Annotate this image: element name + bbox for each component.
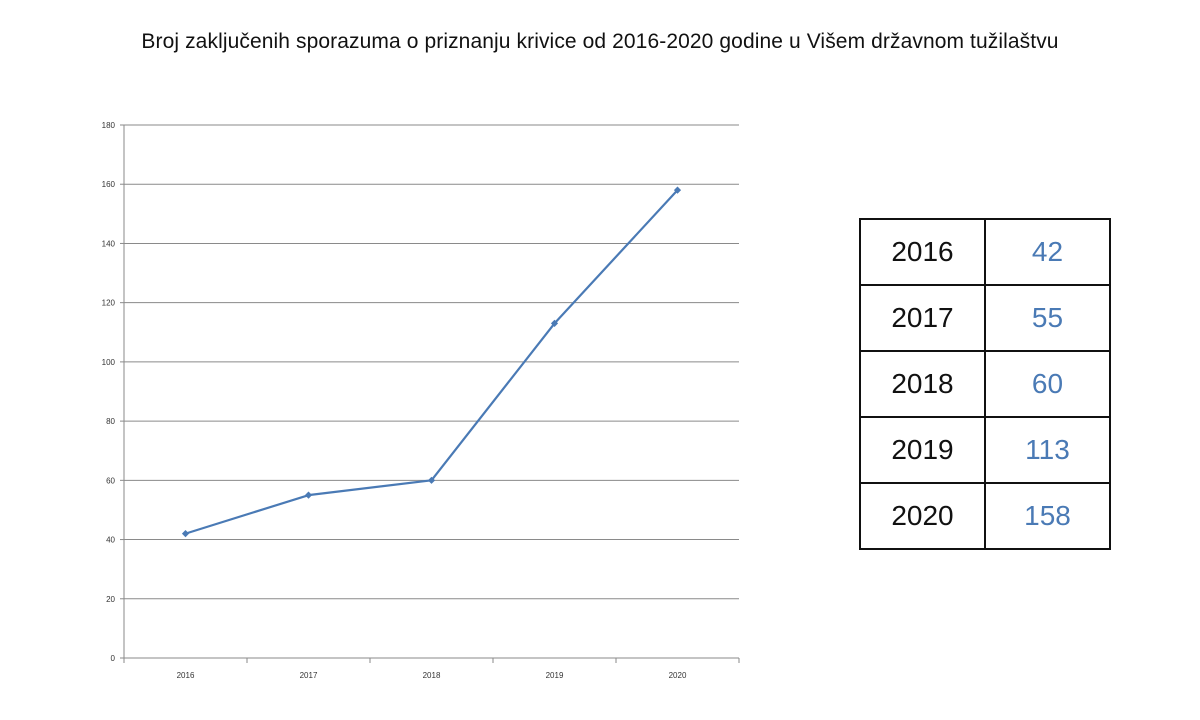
x-tick-label: 2017 (300, 671, 318, 680)
data-table: 2016 42 2017 55 2018 60 2019 113 2020 158 (859, 218, 1111, 550)
data-point (550, 319, 559, 327)
x-tick-label: 2016 (177, 671, 195, 680)
data-point (181, 530, 190, 538)
table-year-cell: 2018 (859, 350, 986, 418)
table-value-cell: 60 (984, 350, 1111, 418)
table-value-cell: 55 (984, 284, 1111, 352)
table-year-cell: 2019 (859, 416, 986, 484)
table-year-cell: 2017 (859, 284, 986, 352)
table-value-cell: 113 (984, 416, 1111, 484)
data-point (673, 186, 682, 194)
table-row: 2020 158 (859, 482, 1111, 550)
table-value-cell: 42 (984, 218, 1111, 286)
table-row: 2018 60 (859, 350, 1111, 418)
line-chart: 0 20 40 60 80 100 120 140 160 180 2016 2017 2018 2019… (102, 121, 740, 680)
y-tick-label: 100 (102, 358, 116, 367)
x-tick-label: 2020 (669, 671, 687, 680)
y-tick-label: 40 (106, 536, 115, 545)
data-point (427, 476, 436, 484)
y-tick-label: 60 (106, 476, 115, 485)
table-row: 2016 42 (859, 218, 1111, 286)
table-year-cell: 2016 (859, 218, 986, 286)
table-row: 2017 55 (859, 284, 1111, 352)
y-tick-label: 140 (102, 239, 116, 248)
table-row: 2019 113 (859, 416, 1111, 484)
y-tick-label: 0 (111, 654, 116, 663)
y-tick-label: 160 (102, 180, 116, 189)
y-tick-label: 180 (102, 121, 116, 130)
x-tick-label: 2018 (423, 671, 441, 680)
chart-title: Broj zaključenih sporazuma o priznanju k… (141, 30, 1059, 53)
y-tick-label: 120 (102, 299, 116, 308)
table-value-cell: 158 (984, 482, 1111, 550)
x-tick-label: 2019 (546, 671, 564, 680)
table-year-cell: 2020 (859, 482, 986, 550)
y-tick-label: 20 (106, 595, 115, 604)
data-point (304, 491, 313, 499)
y-tick-label: 80 (106, 417, 115, 426)
